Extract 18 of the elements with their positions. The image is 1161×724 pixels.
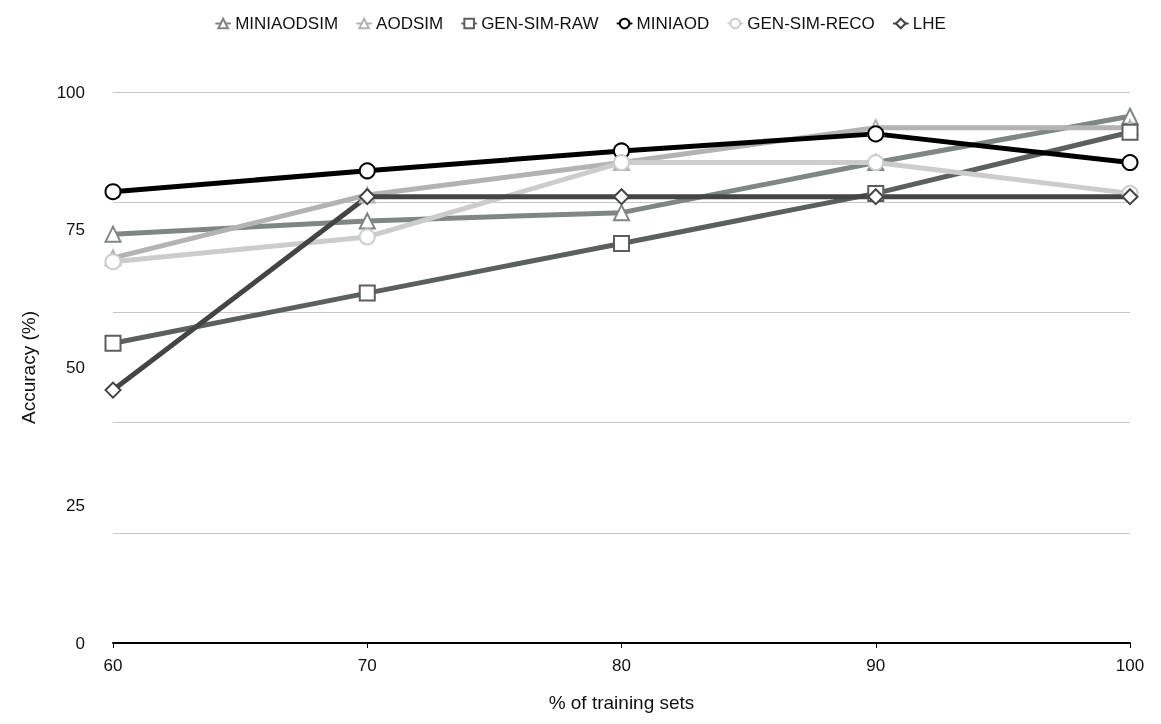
y-tick-label: 100 [56,82,85,102]
y-tick-label: 50 [66,358,85,377]
y-axis-title: Accuracy (%) [18,311,39,424]
x-tick-label: 90 [866,656,886,675]
x-axis-title: % of training sets [548,692,695,713]
legend-label: AODSIM [376,14,444,33]
legend-label: MINIAOD [636,14,710,33]
legend-label: LHE [912,14,946,33]
y-tick-label: 0 [75,633,85,653]
x-tick-label: 80 [612,656,631,675]
x-tick-label: 70 [357,656,377,675]
legend-label: GEN-SIM-RECO [747,14,875,33]
y-tick-label: 25 [66,495,85,515]
legend-label: MINIAODSIM [235,14,339,33]
y-tick-label: 75 [66,220,85,240]
x-tick-label: 100 [1115,656,1145,675]
legend-label: GEN-SIM-RAW [481,14,599,33]
x-tick-label: 60 [103,656,123,675]
